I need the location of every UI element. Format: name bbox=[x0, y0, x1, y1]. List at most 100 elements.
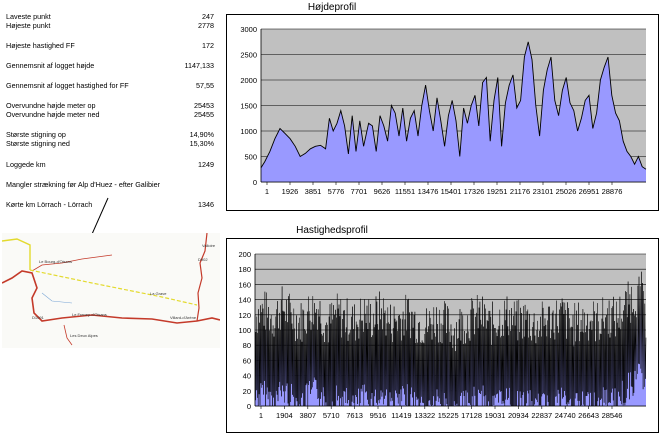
stat-label: Overvundne højde meter op bbox=[6, 101, 96, 110]
speed-chart: 0 20 40 60 80 100 120 140 160 180 200 1 1904 3807 5710… bbox=[226, 238, 659, 433]
stat-row: Loggede km 1249 bbox=[6, 160, 214, 169]
y-tick-label: 40 bbox=[243, 372, 251, 381]
x-tick-label: 1904 bbox=[276, 411, 293, 420]
deux-alpes-road bbox=[63, 324, 73, 346]
x-tick-label: 9626 bbox=[374, 187, 391, 196]
stat-label: Loggede km bbox=[6, 160, 46, 169]
x-tick-label: 22837 bbox=[531, 411, 552, 420]
map-label-0: Le Bourg-d'Oisans bbox=[39, 259, 72, 264]
x-tick-label: 5710 bbox=[323, 411, 340, 420]
x-tick-label: 1926 bbox=[282, 187, 299, 196]
x-tick-label: 17128 bbox=[461, 411, 482, 420]
map-label-3: La Grave bbox=[150, 291, 167, 296]
x-tick-label: 26643 bbox=[578, 411, 599, 420]
x-tick-label: 23101 bbox=[533, 187, 554, 196]
x-tick-label: 5776 bbox=[328, 187, 345, 196]
x-tick-label: 28546 bbox=[602, 411, 623, 420]
series-line bbox=[260, 41, 647, 170]
altitude-chart: 0 500 1000 1500 2000 2500 3000 1 1926 3851 5776 770… bbox=[226, 14, 659, 211]
y-tick-label: 2500 bbox=[240, 51, 257, 60]
stat-label: Overvundne højde meter ned bbox=[6, 110, 100, 119]
x-tick-label: 26951 bbox=[579, 187, 600, 196]
map-label-2: Les Deux Alpes bbox=[70, 333, 98, 338]
stat-label: Gennemsnit af logget højde bbox=[6, 61, 95, 70]
stat-label: Gennemsnit af logget hastighed for FF bbox=[6, 81, 129, 90]
series-line bbox=[254, 271, 647, 407]
y-tick-label: 180 bbox=[238, 265, 251, 274]
y-tick-label: 3000 bbox=[240, 25, 257, 34]
stat-row: Laveste punkt 247 bbox=[6, 12, 214, 21]
map-label-1: Le Freney-d'Oisans bbox=[72, 312, 107, 317]
y-tick-label: 0 bbox=[247, 402, 251, 411]
stat-label: Højeste punkt bbox=[6, 21, 51, 30]
stat-label: Højeste hastighed FF bbox=[6, 41, 75, 50]
y-tick-label: 160 bbox=[238, 280, 251, 289]
stat-value: 247 bbox=[202, 12, 214, 21]
x-tick-label: 20934 bbox=[508, 411, 529, 420]
map-label-4: Villard-d'Arène bbox=[170, 315, 197, 320]
speed-chart-svg: 0 20 40 60 80 100 120 140 160 180 200 1 1904 3807 5710… bbox=[238, 250, 647, 420]
x-tick-label: 3851 bbox=[305, 187, 322, 196]
river bbox=[41, 292, 73, 304]
stat-label: Laveste punkt bbox=[6, 12, 51, 21]
y-tick-label: 120 bbox=[238, 311, 251, 320]
altitude-chart-svg: 0 500 1000 1500 2000 2500 3000 1 1926 3851 5776 770… bbox=[240, 25, 647, 196]
x-tick-label: 9516 bbox=[370, 411, 387, 420]
main-road bbox=[2, 270, 220, 324]
y-tick-label: 200 bbox=[238, 250, 251, 259]
stat-value: 1249 bbox=[198, 160, 214, 169]
stat-row: Overvundne højde meter ned 25455 bbox=[6, 110, 214, 119]
y-tick-label: 1500 bbox=[240, 102, 257, 111]
x-tick-label: 15225 bbox=[438, 411, 459, 420]
x-tick-label: 13476 bbox=[418, 187, 439, 196]
x-tick-label: 25026 bbox=[556, 187, 577, 196]
stat-value: 15,30% bbox=[189, 139, 214, 148]
missing-route bbox=[29, 269, 198, 306]
x-tick-label: 11419 bbox=[391, 411, 411, 420]
x-tick-label: 3807 bbox=[299, 411, 316, 420]
stat-value: 2778 bbox=[198, 21, 214, 30]
stat-value: 25455 bbox=[194, 110, 214, 119]
x-tick-label: 19031 bbox=[485, 411, 506, 420]
stat-row: Største stigning op 14,90% bbox=[6, 130, 214, 139]
x-tick-label: 15401 bbox=[441, 187, 462, 196]
stat-row: Kørte km Lörrach - Lörrach 1346 bbox=[6, 200, 214, 209]
stat-value: 57,55 bbox=[196, 81, 214, 90]
x-tick-label: 7701 bbox=[351, 187, 368, 196]
x-tick-label: 19251 bbox=[487, 187, 508, 196]
chart-title-hastighedsprofil: Hastighedsprofil bbox=[296, 225, 368, 236]
secondary-road bbox=[31, 254, 113, 272]
series-area bbox=[261, 41, 646, 182]
stat-label: Kørte km Lörrach - Lörrach bbox=[6, 200, 93, 209]
map-label-7: D902 bbox=[198, 257, 208, 262]
stat-value: 172 bbox=[202, 41, 214, 50]
route-map-graphic: Le Bourg-d'Oisans Le Freney-d'Oisans Les… bbox=[2, 233, 220, 348]
stat-value: 1147,133 bbox=[184, 61, 214, 70]
chart-title-hoejdeprofil: Højdeprofil bbox=[307, 2, 357, 13]
stat-row: Største stigning ned 15,30% bbox=[6, 139, 214, 148]
galibier-road bbox=[196, 233, 208, 322]
y-tick-label: 80 bbox=[243, 341, 251, 350]
route-map: Le Bourg-d'Oisans Le Freney-d'Oisans Les… bbox=[2, 233, 220, 348]
stat-row: Højeste punkt 2778 bbox=[6, 21, 214, 30]
stat-value: 14,90% bbox=[189, 130, 214, 139]
x-tick-label: 1 bbox=[259, 411, 263, 420]
y-tick-label: 2000 bbox=[240, 76, 257, 85]
stat-value: 25453 bbox=[194, 101, 214, 110]
y-tick-label: 500 bbox=[244, 153, 257, 162]
x-tick-label: 11551 bbox=[395, 187, 415, 196]
stat-row: Højeste hastighed FF 172 bbox=[6, 41, 214, 50]
stat-value: 1346 bbox=[198, 200, 214, 209]
stat-label: Største stigning ned bbox=[6, 139, 70, 148]
y-tick-label: 140 bbox=[238, 296, 251, 305]
y-tick-label: 20 bbox=[243, 387, 251, 396]
x-tick-label: 7613 bbox=[346, 411, 363, 420]
y-tick-label: 60 bbox=[243, 356, 251, 365]
stat-row: Gennemsnit af logget højde 1147,133 bbox=[6, 61, 214, 70]
missing-section-note: Mangler strækning før Alp d'Huez - efter… bbox=[6, 180, 160, 189]
y-tick-label: 1000 bbox=[240, 127, 257, 136]
x-tick-label: 21176 bbox=[510, 187, 530, 196]
route-north bbox=[2, 238, 31, 270]
x-tick-label: 28876 bbox=[602, 187, 623, 196]
y-tick-label: 100 bbox=[238, 326, 251, 335]
